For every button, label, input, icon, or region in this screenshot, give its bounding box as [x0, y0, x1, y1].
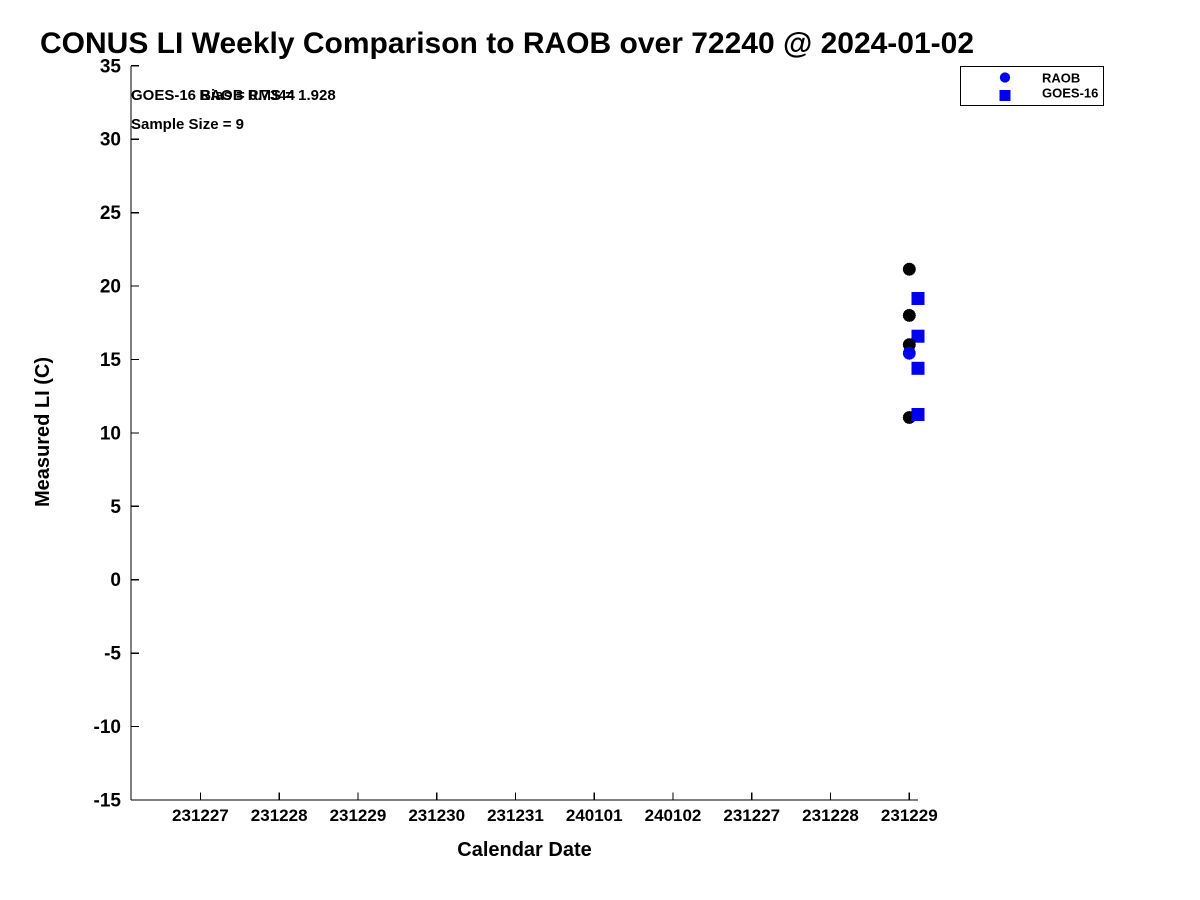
- svg-text:231227: 231227: [723, 806, 780, 825]
- svg-text:240102: 240102: [645, 806, 702, 825]
- svg-text:240101: 240101: [566, 806, 623, 825]
- svg-text:25: 25: [100, 203, 122, 224]
- svg-text:-10: -10: [94, 717, 121, 738]
- svg-text:231229: 231229: [881, 806, 938, 825]
- svg-text:15: 15: [100, 350, 122, 371]
- svg-text:231227: 231227: [172, 806, 229, 825]
- svg-text:231228: 231228: [251, 806, 308, 825]
- svg-text:231228: 231228: [802, 806, 859, 825]
- svg-text:Sample Size = 9: Sample Size = 9: [131, 116, 244, 133]
- svg-text:35: 35: [100, 56, 122, 77]
- svg-text:RAOB RMS = 1.928: RAOB RMS = 1.928: [199, 87, 335, 104]
- svg-text:30: 30: [100, 130, 121, 151]
- svg-text:5: 5: [110, 497, 121, 518]
- svg-text:0: 0: [110, 570, 121, 591]
- svg-text:10: 10: [100, 423, 121, 444]
- svg-text:RAOB: RAOB: [1042, 71, 1080, 86]
- svg-text:-5: -5: [104, 644, 121, 665]
- svg-text:GOES-16: GOES-16: [1042, 86, 1098, 101]
- svg-text:231230: 231230: [408, 806, 465, 825]
- svg-text:231229: 231229: [330, 806, 387, 825]
- svg-text:20: 20: [100, 277, 121, 298]
- svg-text:-15: -15: [94, 791, 122, 812]
- svg-text:231231: 231231: [487, 806, 544, 825]
